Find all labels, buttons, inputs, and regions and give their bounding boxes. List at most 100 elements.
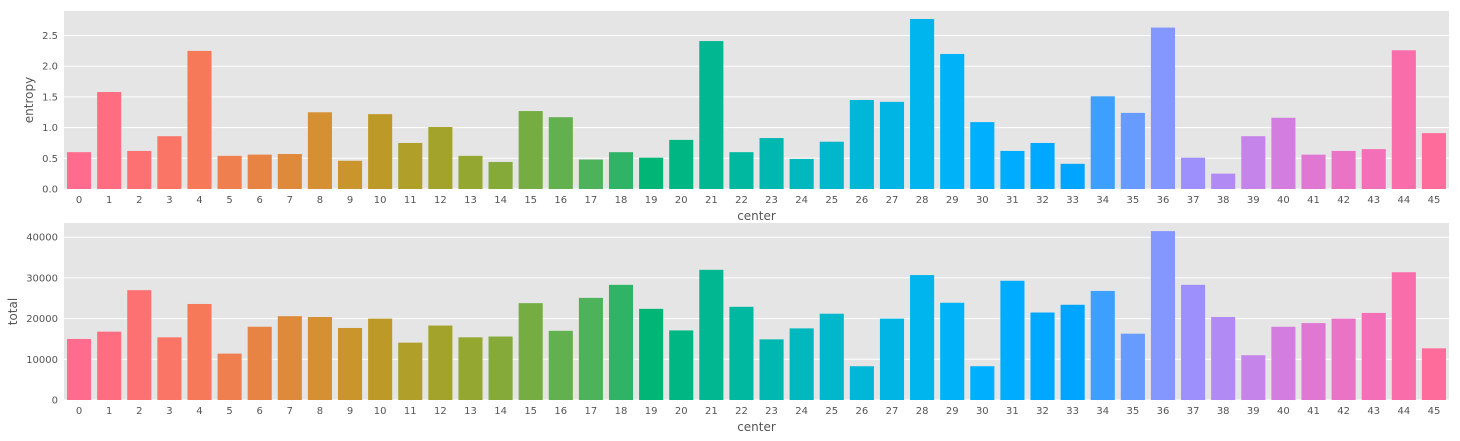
- bar-6: [247, 154, 272, 189]
- bar-25: [819, 313, 844, 400]
- bar-29: [940, 53, 965, 190]
- bar-14: [488, 336, 513, 400]
- x-tick-label: 43: [1367, 406, 1380, 417]
- x-tick-label: 0: [76, 195, 82, 206]
- y-tick-label: 0.0: [42, 185, 58, 196]
- bar-41: [1301, 323, 1326, 400]
- total-bars: [67, 231, 1446, 400]
- bar-37: [1181, 284, 1206, 400]
- x-tick-label: 0: [76, 406, 82, 417]
- x-tick-label: 23: [765, 195, 778, 206]
- bar-30: [970, 366, 995, 400]
- bar-9: [337, 160, 363, 189]
- x-tick-label: 1: [106, 406, 112, 417]
- x-tick-label: 8: [317, 406, 323, 417]
- x-tick-label: 19: [645, 195, 658, 206]
- bar-7: [277, 316, 302, 400]
- x-tick-label: 9: [347, 195, 353, 206]
- bar-3: [157, 337, 182, 400]
- x-tick-label: 24: [795, 195, 808, 206]
- bar-30: [970, 122, 995, 189]
- x-tick-label: 6: [257, 195, 263, 206]
- bar-16: [548, 330, 573, 400]
- bar-16: [548, 117, 573, 189]
- bar-23: [759, 138, 784, 189]
- bar-17: [578, 159, 603, 189]
- entropy-y-axis-label: entropy: [22, 77, 36, 123]
- x-tick-label: 19: [645, 406, 658, 417]
- x-tick-label: 20: [675, 406, 688, 417]
- x-tick-label: 2: [136, 195, 142, 206]
- total-x-tick-labels: 0 1 2 3 4 5 6 7 8 9 10 11 12 13 14 15 16 17 18 19 20 21 22 23 24…: [76, 406, 1440, 417]
- x-tick-label: 13: [464, 406, 477, 417]
- x-tick-label: 36: [1157, 406, 1170, 417]
- x-tick-label: 34: [1096, 195, 1109, 206]
- bar-4: [187, 303, 212, 400]
- bar-42: [1331, 318, 1356, 400]
- x-tick-label: 25: [825, 195, 838, 206]
- x-tick-label: 3: [166, 406, 172, 417]
- bar-19: [639, 308, 664, 400]
- y-tick-label: 40000: [26, 233, 58, 244]
- x-tick-label: 10: [374, 195, 387, 206]
- x-tick-label: 40: [1277, 195, 1290, 206]
- x-tick-label: 45: [1428, 406, 1441, 417]
- bar-22: [729, 306, 754, 400]
- x-tick-label: 16: [554, 195, 567, 206]
- bar-23: [759, 339, 784, 400]
- bar-36: [1150, 231, 1176, 400]
- x-tick-label: 34: [1096, 406, 1109, 417]
- bar-28: [910, 18, 935, 190]
- bar-44: [1391, 50, 1416, 189]
- x-tick-label: 17: [585, 406, 598, 417]
- bar-5: [217, 353, 242, 400]
- bar-31: [1000, 150, 1025, 189]
- x-tick-label: 26: [856, 406, 869, 417]
- y-tick-label: 10000: [26, 355, 58, 366]
- total-y-axis-label: total: [6, 298, 20, 325]
- entropy-bars: [67, 18, 1446, 190]
- bar-8: [307, 316, 332, 400]
- bar-33: [1060, 163, 1085, 189]
- bar-14: [488, 161, 513, 189]
- x-tick-label: 7: [287, 195, 293, 206]
- x-tick-label: 5: [226, 195, 232, 206]
- x-tick-label: 42: [1337, 195, 1350, 206]
- x-tick-label: 18: [615, 195, 628, 206]
- x-tick-label: 33: [1066, 406, 1079, 417]
- x-tick-label: 39: [1247, 195, 1260, 206]
- bar-3: [157, 136, 182, 189]
- x-tick-label: 5: [226, 406, 232, 417]
- x-tick-label: 44: [1397, 195, 1410, 206]
- x-tick-label: 27: [886, 195, 899, 206]
- x-tick-label: 31: [1006, 406, 1019, 417]
- x-tick-label: 2: [136, 406, 142, 417]
- x-tick-label: 43: [1367, 195, 1380, 206]
- x-tick-label: 27: [886, 406, 899, 417]
- bar-43: [1361, 312, 1386, 400]
- bar-9: [337, 327, 363, 400]
- x-tick-label: 9: [347, 406, 353, 417]
- bar-6: [247, 326, 272, 400]
- bar-45: [1421, 133, 1446, 189]
- bar-15: [518, 303, 543, 400]
- x-tick-label: 11: [404, 406, 417, 417]
- bar-17: [578, 297, 603, 400]
- bar-18: [608, 284, 634, 400]
- bar-13: [458, 337, 483, 400]
- bar-27: [879, 318, 905, 400]
- y-tick-label: 0: [52, 396, 58, 407]
- bar-5: [217, 155, 242, 189]
- bar-31: [1000, 280, 1025, 400]
- total-chart: 0 1 2 3 4 5 6 7 8 9 10 11 12 13 14 15 16 17 18 19 20 21 22 23 24…: [6, 223, 1449, 434]
- bar-1: [97, 331, 122, 400]
- x-tick-label: 29: [946, 406, 959, 417]
- x-tick-label: 41: [1307, 406, 1320, 417]
- y-tick-label: 30000: [26, 273, 58, 284]
- x-tick-label: 10: [374, 406, 387, 417]
- x-tick-label: 7: [287, 406, 293, 417]
- x-tick-label: 21: [705, 195, 718, 206]
- x-tick-label: 13: [464, 195, 477, 206]
- y-tick-label: 2.0: [42, 62, 58, 73]
- bar-38: [1211, 173, 1236, 189]
